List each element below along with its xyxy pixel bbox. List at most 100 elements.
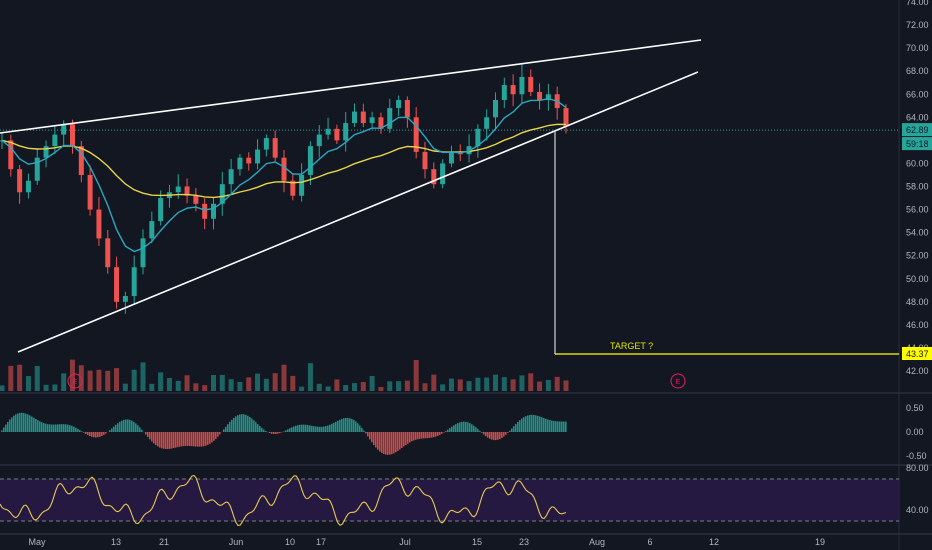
volume-bar bbox=[554, 376, 560, 391]
histogram-bar bbox=[97, 432, 99, 438]
histogram-bar bbox=[175, 432, 177, 448]
volume-bar bbox=[228, 379, 234, 391]
candle bbox=[78, 146, 84, 175]
histogram-bar bbox=[525, 416, 527, 432]
candle bbox=[219, 184, 225, 204]
histogram-bar bbox=[363, 430, 365, 432]
histogram-bar bbox=[227, 424, 229, 432]
histogram-bar bbox=[547, 419, 549, 432]
candle bbox=[422, 151, 428, 170]
candle bbox=[387, 108, 393, 129]
histogram-tick-label: -0.50 bbox=[906, 451, 927, 461]
histogram-bar bbox=[485, 432, 487, 437]
volume-bar bbox=[140, 362, 146, 391]
target-label: TARGET ? bbox=[610, 341, 653, 351]
histogram-bar bbox=[487, 432, 489, 438]
volume-bar bbox=[0, 385, 5, 391]
time-tick-label: 10 bbox=[285, 537, 295, 547]
candle bbox=[290, 180, 296, 196]
histogram-bar bbox=[319, 426, 321, 432]
target-price-tag bbox=[902, 347, 932, 360]
candle bbox=[43, 146, 49, 158]
candle bbox=[211, 203, 216, 219]
candle bbox=[122, 296, 128, 302]
histogram-bar bbox=[5, 424, 7, 432]
upper-trendline[interactable] bbox=[0, 39, 702, 134]
candle bbox=[8, 140, 14, 170]
histogram-bar bbox=[445, 431, 447, 432]
histogram-bar bbox=[557, 421, 559, 432]
volume-bar bbox=[131, 369, 137, 391]
volume-bar bbox=[96, 369, 102, 391]
histogram-bar bbox=[245, 414, 247, 432]
histogram-bar bbox=[205, 432, 207, 446]
candle bbox=[237, 157, 243, 170]
histogram-bar bbox=[549, 420, 551, 432]
histogram-bar bbox=[387, 432, 389, 455]
histogram-bar bbox=[29, 415, 31, 432]
histogram-bar bbox=[247, 415, 249, 432]
earnings-marker[interactable] bbox=[670, 373, 686, 389]
histogram-bar bbox=[185, 432, 187, 446]
histogram-bar bbox=[241, 414, 243, 432]
histogram-bar bbox=[511, 428, 513, 432]
volume-bar bbox=[352, 383, 357, 391]
price-tick-label: 48.00 bbox=[906, 297, 929, 307]
volume-bar bbox=[422, 383, 428, 391]
histogram-bar bbox=[15, 414, 17, 432]
histogram-tick-label: 0.50 bbox=[906, 403, 924, 413]
histogram-bar bbox=[53, 424, 55, 432]
histogram-bar bbox=[39, 421, 41, 432]
volume-bar bbox=[70, 359, 75, 391]
histogram-bar bbox=[425, 432, 427, 439]
candle bbox=[510, 85, 516, 95]
histogram-bar bbox=[411, 432, 413, 442]
histogram-bar bbox=[409, 432, 411, 443]
volume-bar bbox=[219, 374, 225, 391]
histogram-bar bbox=[167, 432, 169, 450]
time-tick-label: 17 bbox=[316, 537, 326, 547]
candle bbox=[360, 111, 366, 124]
histogram-bar bbox=[311, 425, 313, 432]
histogram-bar bbox=[457, 423, 459, 432]
histogram-bar bbox=[257, 424, 259, 432]
histogram-bar bbox=[83, 432, 85, 433]
histogram-bar bbox=[49, 424, 51, 432]
time-tick-label: Aug bbox=[589, 537, 605, 547]
histogram-bar bbox=[37, 420, 39, 432]
histogram-bar bbox=[339, 419, 341, 432]
candle bbox=[501, 85, 507, 101]
histogram-bar bbox=[17, 413, 19, 432]
volume-bar bbox=[87, 370, 93, 391]
histogram-bar bbox=[47, 424, 49, 432]
volume-bar bbox=[105, 370, 111, 391]
candle bbox=[52, 134, 58, 147]
histogram-bar bbox=[377, 432, 379, 450]
candle bbox=[105, 238, 111, 268]
rsi-tick-label: 40.00 bbox=[906, 505, 929, 515]
countdown-tag-text: 59:18 bbox=[906, 139, 929, 149]
fast-moving-average-line bbox=[1, 98, 567, 253]
histogram-bar bbox=[303, 424, 305, 432]
histogram-bar bbox=[379, 432, 381, 452]
price-tick-label: 74.00 bbox=[906, 0, 929, 7]
histogram-bar bbox=[471, 424, 473, 432]
rsi-line bbox=[0, 474, 567, 526]
histogram-bar bbox=[415, 432, 417, 440]
histogram-bar bbox=[11, 417, 13, 432]
earnings-marker[interactable] bbox=[67, 373, 83, 389]
histogram-bar bbox=[13, 415, 15, 432]
histogram-bar bbox=[351, 418, 353, 432]
histogram-bar bbox=[355, 421, 357, 432]
histogram-bar bbox=[189, 432, 191, 447]
lower-trendline[interactable] bbox=[17, 71, 699, 353]
histogram-bar bbox=[345, 417, 347, 432]
histogram-bar bbox=[323, 426, 325, 432]
volume-bar bbox=[211, 374, 216, 391]
histogram-bar bbox=[123, 419, 125, 432]
candle bbox=[528, 76, 534, 92]
histogram-bar bbox=[513, 426, 515, 432]
histogram-bar bbox=[449, 428, 451, 432]
histogram-bar bbox=[63, 424, 65, 432]
